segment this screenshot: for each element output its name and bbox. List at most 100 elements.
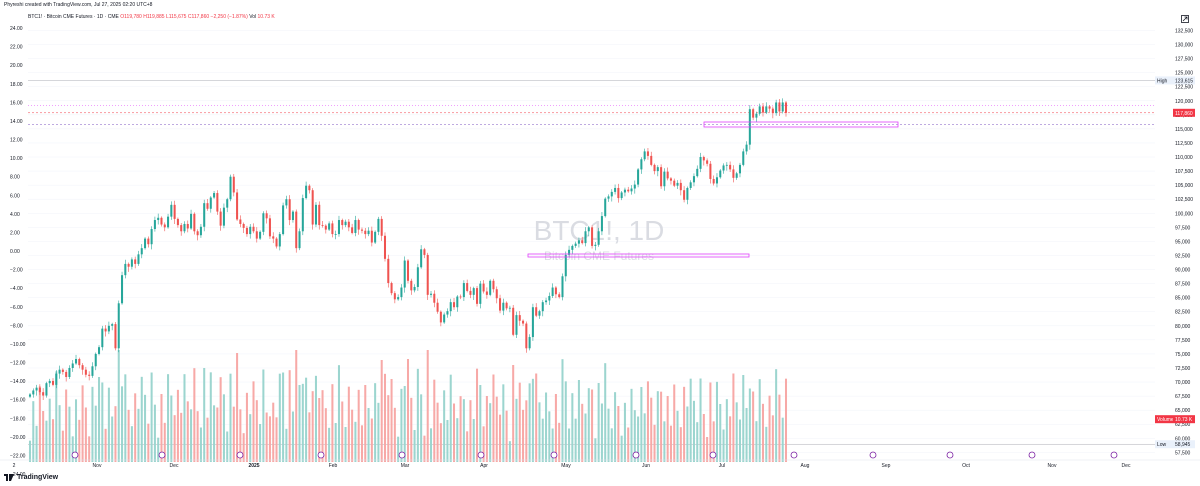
candle-body (729, 164, 732, 170)
volume-bar (406, 359, 410, 462)
price-tick-label: 105,000 (1175, 183, 1193, 189)
price-tick-label: 60,000 (1175, 436, 1191, 442)
volume-bar (28, 440, 32, 462)
volume-bar (275, 417, 278, 462)
volume-bar (383, 373, 387, 462)
candle-body (630, 188, 633, 192)
volume-bar (650, 397, 653, 462)
candle-body (101, 328, 104, 348)
volume-bar (272, 402, 275, 462)
symbol-name[interactable]: BTC1! · Bitcoin CME Futures · 1D · CME (28, 14, 119, 20)
candle-body (561, 276, 564, 298)
candle-body (469, 290, 472, 295)
candle-body (614, 187, 617, 192)
volume-bar (627, 427, 630, 462)
candle-body (755, 113, 758, 118)
candle-body (81, 365, 84, 370)
volume-bar (709, 382, 712, 462)
price-label-bg (1173, 108, 1195, 117)
volume-bar (242, 433, 245, 462)
volume-bar (548, 411, 551, 462)
resistance-box[interactable] (703, 121, 899, 128)
event-markers (71, 451, 1118, 459)
volume-bar (101, 382, 104, 462)
candle-body (259, 231, 262, 239)
percent-axis[interactable]: 24.0022.0020.0018.0016.0014.0012.0010.00… (10, 26, 26, 478)
volume-bar (643, 413, 646, 462)
support-box[interactable] (527, 253, 750, 258)
volume-bar (462, 399, 465, 462)
event-marker (946, 451, 954, 459)
volume-bar (696, 422, 699, 462)
volume-bar (38, 386, 41, 462)
volume-bar (180, 412, 183, 462)
candle-body (45, 383, 48, 396)
settings-icon[interactable] (1180, 14, 1190, 24)
candle-body (594, 244, 597, 246)
volume-bar (646, 381, 649, 462)
candle-body (617, 187, 620, 199)
candle-body (55, 373, 58, 385)
volume-bar (183, 374, 186, 462)
candle-body (406, 260, 410, 281)
volume-bar (712, 421, 715, 462)
candle-body (633, 184, 636, 189)
price-label-tag: Low (1157, 442, 1167, 448)
candle-body (551, 287, 554, 296)
candle-body (91, 366, 94, 376)
tradingview-logo-text[interactable]: TradingView (17, 474, 59, 481)
candle-body (725, 164, 728, 166)
volume-bar (226, 431, 229, 462)
volume-bar (344, 427, 347, 462)
candle-body (489, 280, 492, 295)
volume-bar (781, 417, 784, 462)
candle-body (462, 283, 465, 298)
candle-body (426, 254, 429, 295)
volume-bar (420, 394, 423, 462)
volume-bar (45, 420, 48, 462)
volume-bar (702, 414, 705, 462)
candle-body (581, 240, 584, 244)
candle-body (623, 189, 626, 193)
candle-body (574, 243, 577, 246)
volume-bar (347, 386, 350, 462)
candle-body (42, 392, 45, 396)
percent-tick-label: −2.00 (10, 268, 23, 274)
event-marker (1028, 451, 1036, 459)
volume-bar (719, 404, 722, 462)
volume-bar (337, 365, 340, 462)
candle-body (554, 287, 557, 295)
candle-body (186, 223, 189, 229)
candle-body (577, 240, 580, 244)
percent-tick-label: −22.00 (10, 453, 26, 459)
candle-body (285, 199, 288, 206)
volume-bar (535, 373, 538, 462)
volume-bar (222, 394, 225, 462)
candle-body (571, 245, 574, 250)
candle-body (236, 192, 239, 220)
volume-bar (633, 410, 636, 462)
candle-body (669, 178, 672, 181)
volume-bar (324, 408, 327, 462)
volume-bar (377, 402, 380, 462)
volume-bar (58, 405, 61, 462)
candle-body (525, 323, 528, 349)
candle-body (318, 204, 321, 226)
time-tick-label: 2025 (248, 463, 259, 469)
percent-tick-label: −10.00 (10, 342, 26, 348)
price-labels: High 123,615 117,860 Volume 10.73 K Low 58,945 (1155, 76, 1195, 449)
candle-body (584, 231, 587, 244)
candle-body (140, 248, 143, 255)
volume-bar (203, 368, 206, 462)
candle-body (778, 102, 781, 112)
price-axis[interactable]: 132,500 130,000 127,500 125,000 122,500 120,0… (1175, 28, 1193, 456)
volume-bar (502, 384, 505, 462)
volume-bar (367, 408, 370, 462)
volume-bar (163, 422, 166, 462)
volume-bar (94, 405, 97, 462)
time-axis[interactable]: 2 Nov Dec 2025 Feb Mar Apr May Jun Jul Aug Sep Oct No… (0, 459, 1200, 469)
percent-tick-label: 2.00 (10, 230, 20, 236)
volume-bar (439, 423, 442, 462)
time-tick-label: 2 (13, 463, 16, 469)
